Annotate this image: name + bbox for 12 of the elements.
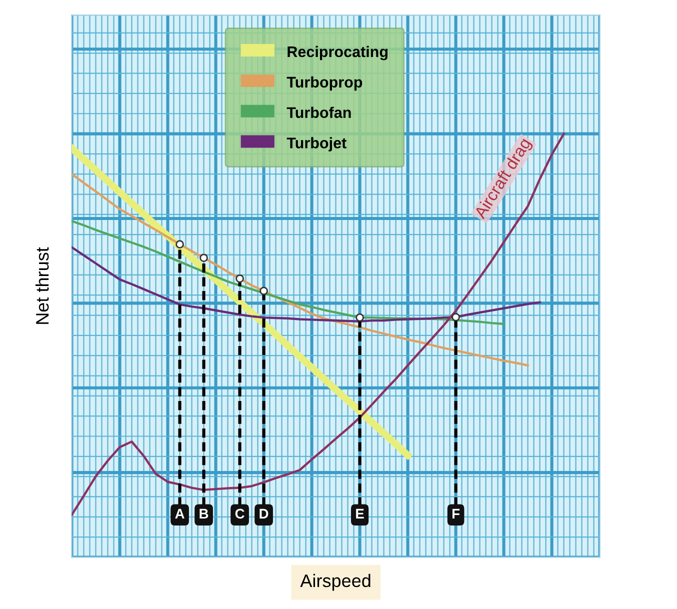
legend-label: Turbofan — [286, 106, 351, 118]
x-tick-label: A — [175, 508, 184, 518]
x-tick-label: F — [452, 508, 460, 518]
x-tick-label: D — [260, 508, 268, 518]
y-axis-title: Net thrust — [35, 247, 49, 324]
x-axis-title: Airspeed — [300, 574, 370, 591]
legend-label: Reciprocating — [288, 46, 388, 60]
x-tick-label: E — [356, 508, 364, 518]
x-tick-label: C — [235, 508, 244, 519]
legend-label: Turboprop — [286, 76, 362, 91]
x-tick-label: B — [200, 508, 208, 518]
legend-label: Turbojet — [286, 137, 346, 152]
